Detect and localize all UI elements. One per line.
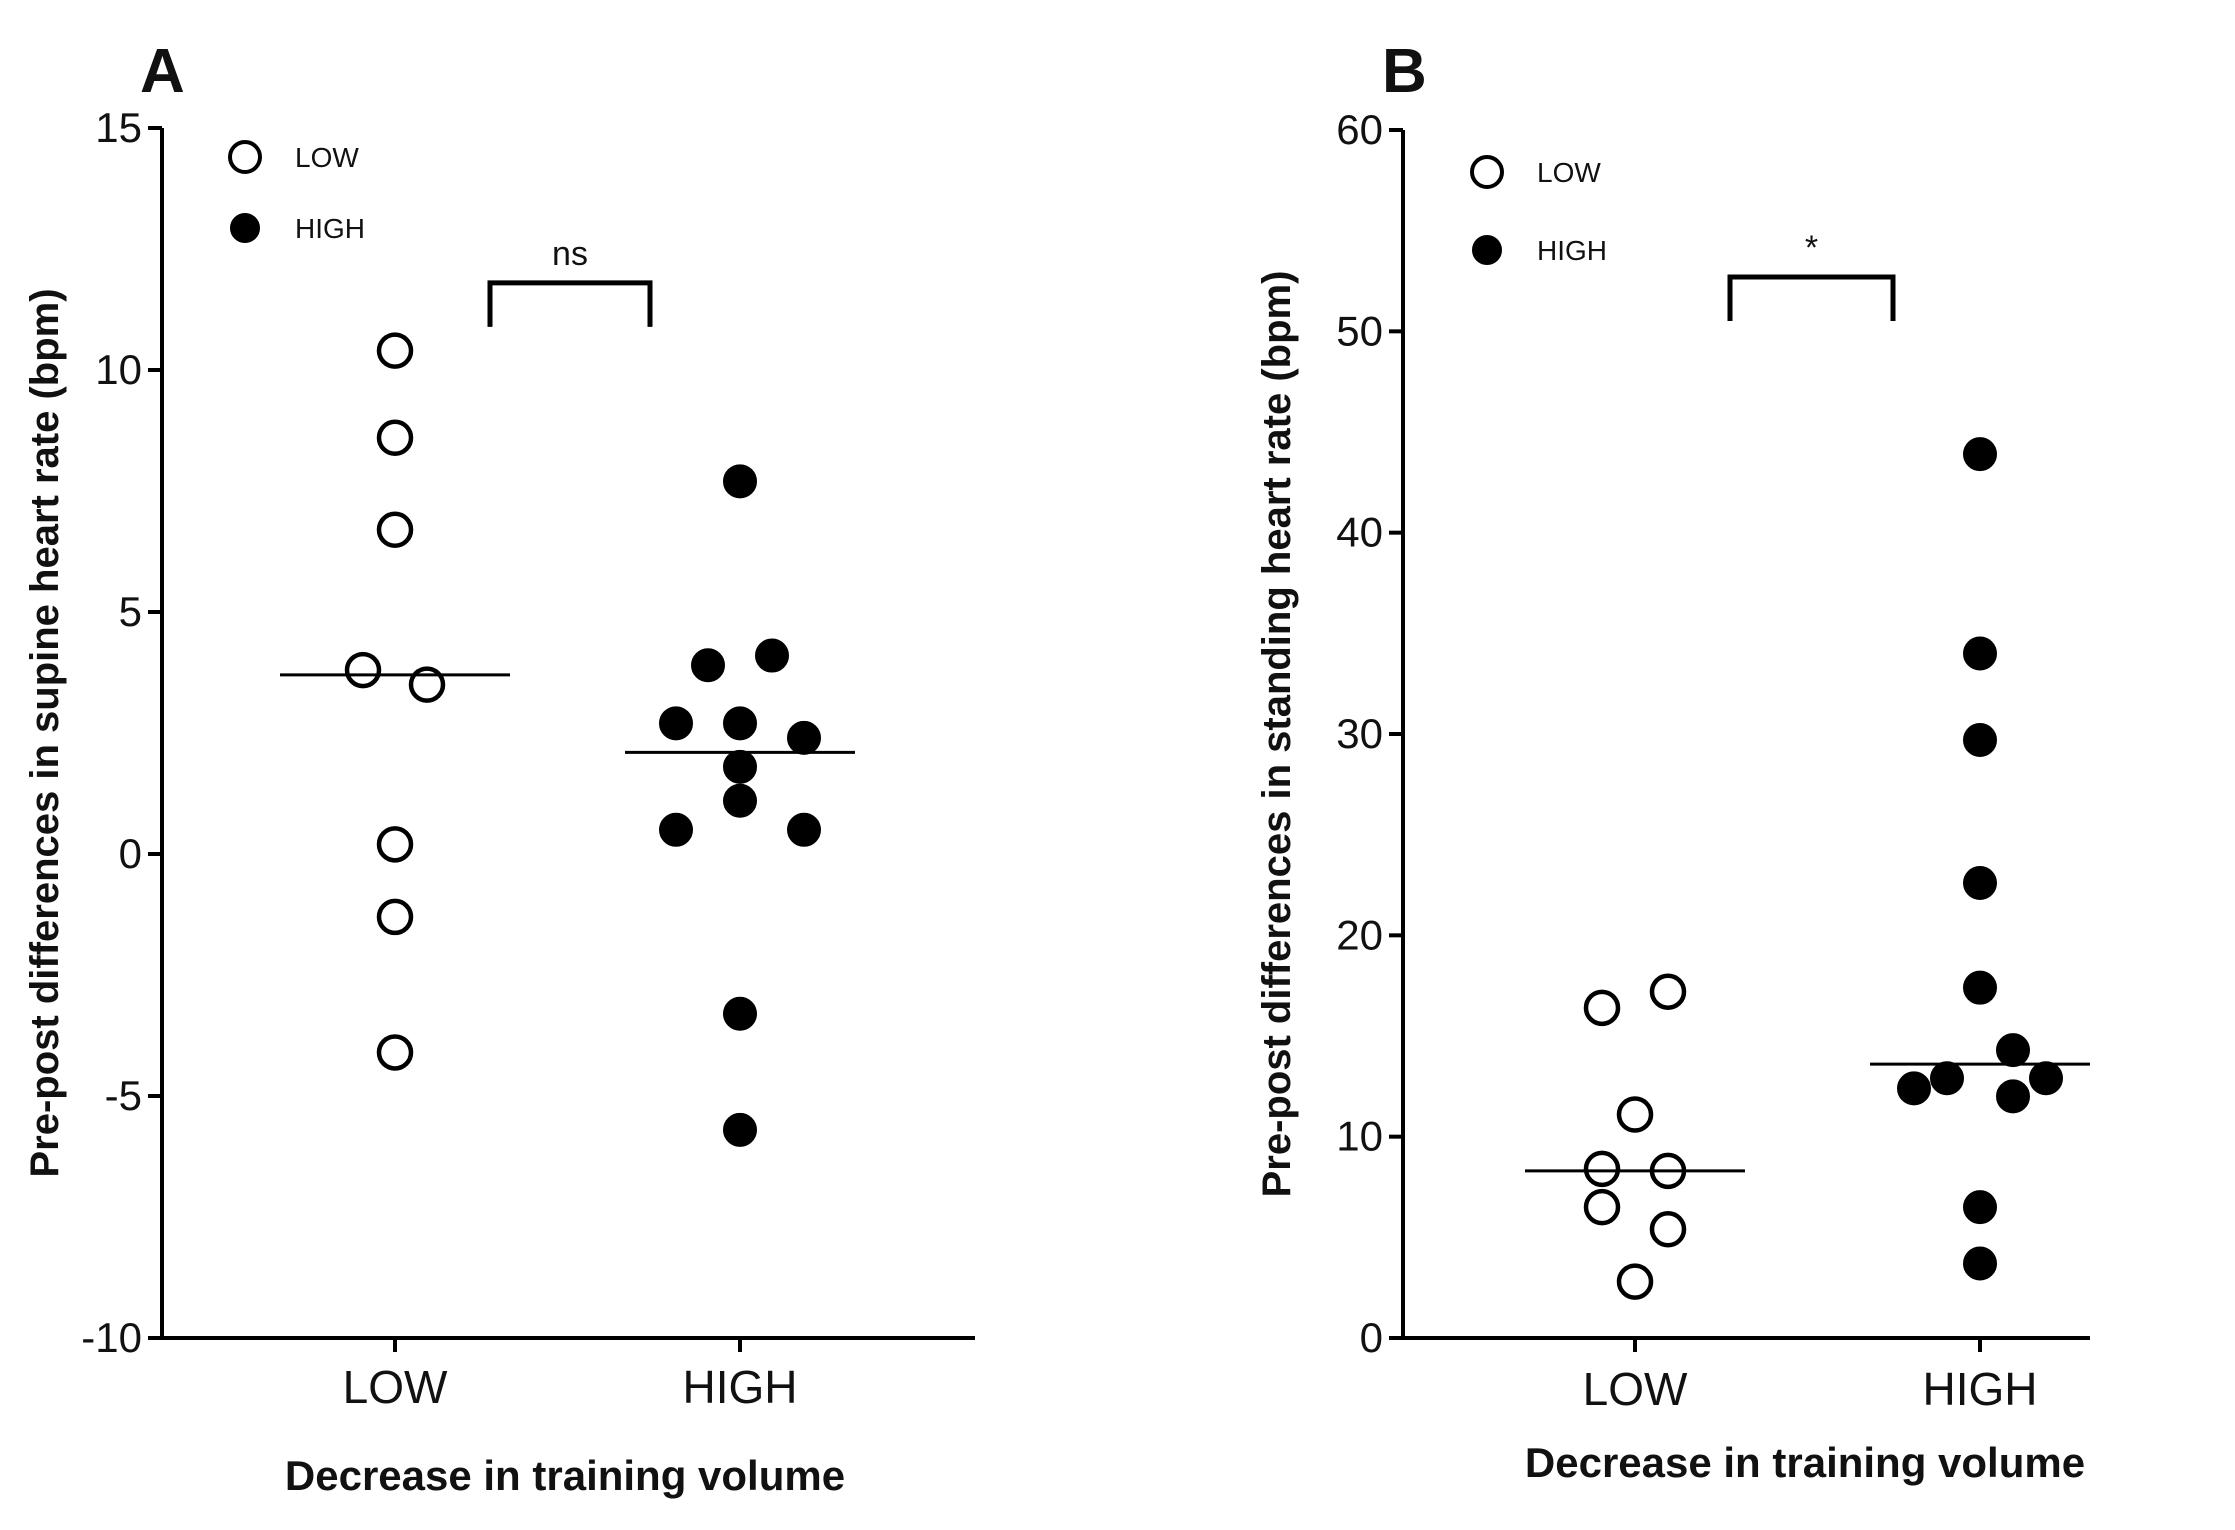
panel-a-y-tick-label: 15 — [95, 104, 142, 151]
panel-b-y-tick-label: 40 — [1336, 509, 1383, 556]
panel-a-high-data-point — [723, 749, 757, 784]
panel-a-low-data-point — [376, 511, 414, 548]
panel-b-high-data-point — [2029, 1061, 2063, 1096]
panel-a-category-label: HIGH — [683, 1361, 798, 1413]
panel-b-high-data-point — [1963, 865, 1997, 900]
panel-b-y-tick-label: 20 — [1336, 911, 1383, 958]
panel-a-low-data-point — [344, 651, 382, 689]
panel-a-y-tick-label: 5 — [119, 588, 142, 635]
panel-b-y-tick-label: 30 — [1336, 710, 1383, 757]
panel-b-category-label: LOW — [1583, 1363, 1688, 1415]
panel-b-legend-label: LOW — [1537, 157, 1601, 188]
panel-a-high-data-point — [659, 706, 693, 741]
panel-a-y-tick-label: -10 — [81, 1314, 142, 1361]
panel-a-y-tick-label: 0 — [119, 830, 142, 877]
panel-b-category-label: HIGH — [1923, 1363, 2038, 1415]
panel-a-legend-label: HIGH — [295, 213, 365, 244]
panel-a-y-tick-label: 10 — [95, 346, 142, 393]
panel-a-high-data-point — [723, 996, 757, 1031]
panel-b-high-data-point — [1963, 1246, 1997, 1281]
panel-b-high-data-point — [1963, 636, 1997, 671]
panel-a-high-data-point — [787, 812, 821, 847]
panel-a-legend-filled-marker — [230, 213, 260, 243]
panel-b-high-data-point — [1996, 1033, 2030, 1068]
panel-b-high-data-point — [1963, 723, 1997, 758]
panel-b-high-data-point — [1963, 437, 1997, 472]
panel-a-category-label: LOW — [343, 1361, 448, 1413]
panel-a-low-data-point — [376, 898, 414, 936]
panel-b-y-tick-label: 10 — [1336, 1113, 1383, 1160]
panel-a-legend-label: LOW — [295, 142, 359, 173]
panel-b-high-data-point — [1897, 1071, 1931, 1106]
panel-b-high-data-point — [1930, 1061, 1964, 1096]
panel-a-high-data-point — [691, 648, 725, 683]
panel-b-low-data-point — [1583, 1188, 1621, 1226]
panel-a-letter: A — [140, 37, 185, 106]
panel-b-high-data-point — [1963, 1190, 1997, 1225]
panel-a-low-data-point — [376, 332, 414, 369]
panel-a-high-data-point — [787, 720, 821, 755]
panel-a-high-data-point — [723, 464, 757, 499]
panel-b-y-tick-label: 60 — [1336, 106, 1383, 153]
panel-b-low-data-point — [1649, 1211, 1687, 1248]
panel-b-low-data-point — [1583, 989, 1621, 1027]
panel-b-x-axis-title: Decrease in training volume — [1525, 1439, 2085, 1486]
panel-a-significance-bracket — [487, 280, 653, 327]
panel-b-legend-label: HIGH — [1537, 235, 1607, 266]
panel-b-legend-open-marker — [1470, 155, 1504, 189]
panel-b-high-data-point — [1996, 1079, 2030, 1114]
panel-b-low-data-point — [1583, 1150, 1621, 1188]
panel-b-y-axis-title: Pre-post differences in standing heart r… — [1255, 271, 1299, 1198]
panel-b-letter: B — [1382, 37, 1427, 106]
panel-a-group: -10 -5 0 5 10 15 LOW HIGH Pre-post differences i… — [23, 37, 975, 1499]
panel-a-y-axis-title: Pre-post differences in supine heart rat… — [23, 288, 67, 1177]
panel-b-high-data-point — [1963, 970, 1997, 1005]
panel-b-significance-label: * — [1805, 229, 1818, 267]
panel-a-high-data-point — [723, 783, 757, 818]
panel-a-high-data-point — [755, 638, 789, 673]
panel-a-low-data-point — [376, 826, 414, 863]
panel-b-y-tick-label: 50 — [1336, 307, 1383, 354]
panel-a-low-data-point — [408, 666, 446, 703]
panel-b-low-data-point — [1649, 973, 1687, 1010]
panel-b-significance-bracket — [1727, 274, 1896, 321]
panel-b-legend-filled-marker — [1472, 235, 1502, 265]
panel-a-high-data-point — [723, 706, 757, 741]
panel-b-low-data-point — [1616, 1263, 1654, 1300]
panel-b-low-data-point — [1616, 1096, 1654, 1133]
panel-b-y-tick-label: 0 — [1360, 1314, 1383, 1361]
panel-b-group: 0 10 20 30 40 50 60 LOW HIGH Pre-post differences… — [1255, 37, 2090, 1486]
panel-a-significance-label: ns — [552, 235, 588, 273]
panel-a-high-data-point — [659, 812, 693, 847]
panel-a-x-axis-title: Decrease in training volume — [285, 1452, 845, 1499]
panel-a-y-tick-label: -5 — [105, 1072, 142, 1119]
panel-a-legend-open-marker — [228, 140, 262, 174]
panel-a-high-data-point — [723, 1112, 757, 1147]
panel-a-low-data-point — [376, 1034, 414, 1071]
panel-a-low-data-point — [376, 419, 414, 457]
